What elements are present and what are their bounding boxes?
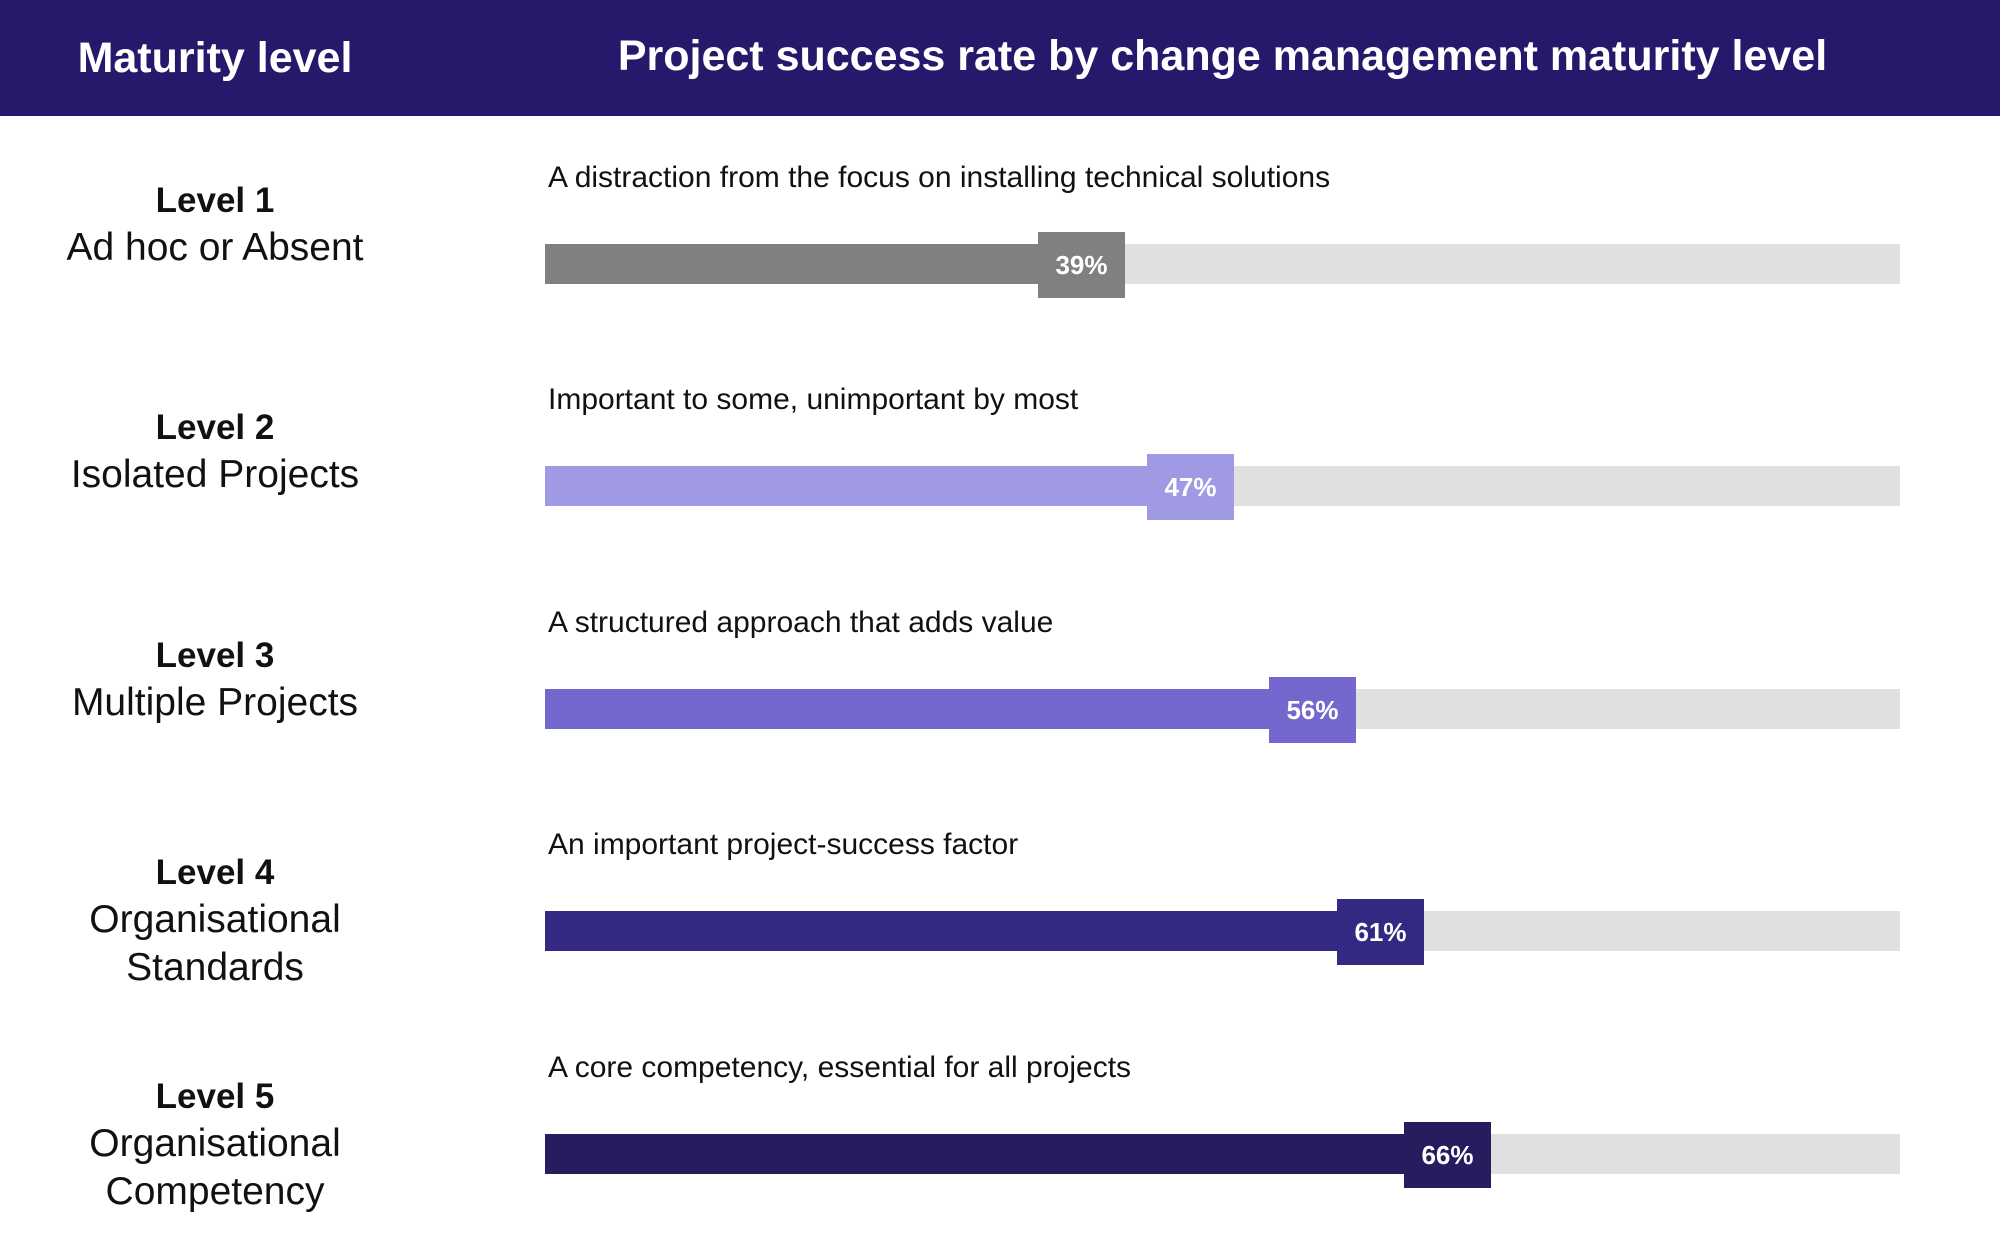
level-name: Isolated Projects (70, 453, 360, 496)
chart-header: Maturity level Project success rate by c… (0, 0, 2000, 116)
level-label-1: Level 1 Ad hoc or Absent (0, 178, 430, 272)
bar-fill-4 (545, 911, 1412, 951)
chart-title: Project success rate by change managemen… (617, 32, 1828, 80)
bar-fill-3 (545, 689, 1344, 729)
level-number: Level 1 (155, 181, 275, 220)
value-label-3: 56% (1269, 677, 1356, 743)
level-label-2: Level 2 Isolated Projects (0, 405, 430, 499)
value-label-1: 39% (1038, 232, 1125, 298)
bar-fill-1 (545, 244, 1113, 284)
level-name: Ad hoc or Absent (66, 226, 364, 269)
level-name: Organisational Competency (89, 1122, 341, 1213)
category-column-title: Maturity level (77, 34, 353, 82)
bar-track-2: 47% (545, 454, 1900, 520)
value-label-5: 66% (1404, 1122, 1491, 1188)
value-label-2: 47% (1147, 454, 1234, 520)
bar-track-3: 56% (545, 677, 1900, 743)
level-name: Organisational Standards (89, 898, 341, 989)
bar-track-1: 39% (545, 232, 1900, 298)
level-label-5: Level 5 Organisational Competency (0, 1074, 430, 1216)
bar-track-4: 61% (545, 899, 1900, 965)
level-label-3: Level 3 Multiple Projects (0, 633, 430, 727)
level-number: Level 3 (155, 636, 275, 675)
level-number: Level 4 (155, 853, 275, 892)
bar-fill-5 (545, 1134, 1479, 1174)
row-description-4: An important project-success factor (548, 828, 1019, 861)
row-description-3: A structured approach that adds value (548, 606, 1054, 639)
bar-track-5: 66% (545, 1122, 1900, 1188)
bar-fill-2 (545, 466, 1222, 506)
value-label-4: 61% (1337, 899, 1424, 965)
level-label-4: Level 4 Organisational Standards (0, 850, 430, 992)
row-description-5: A core competency, essential for all pro… (548, 1051, 1132, 1084)
level-number: Level 2 (155, 408, 275, 447)
row-description-2: Important to some, unimportant by most (548, 383, 1079, 416)
level-name: Multiple Projects (71, 681, 359, 724)
level-number: Level 5 (155, 1077, 275, 1116)
row-description-1: A distraction from the focus on installi… (548, 161, 1331, 194)
